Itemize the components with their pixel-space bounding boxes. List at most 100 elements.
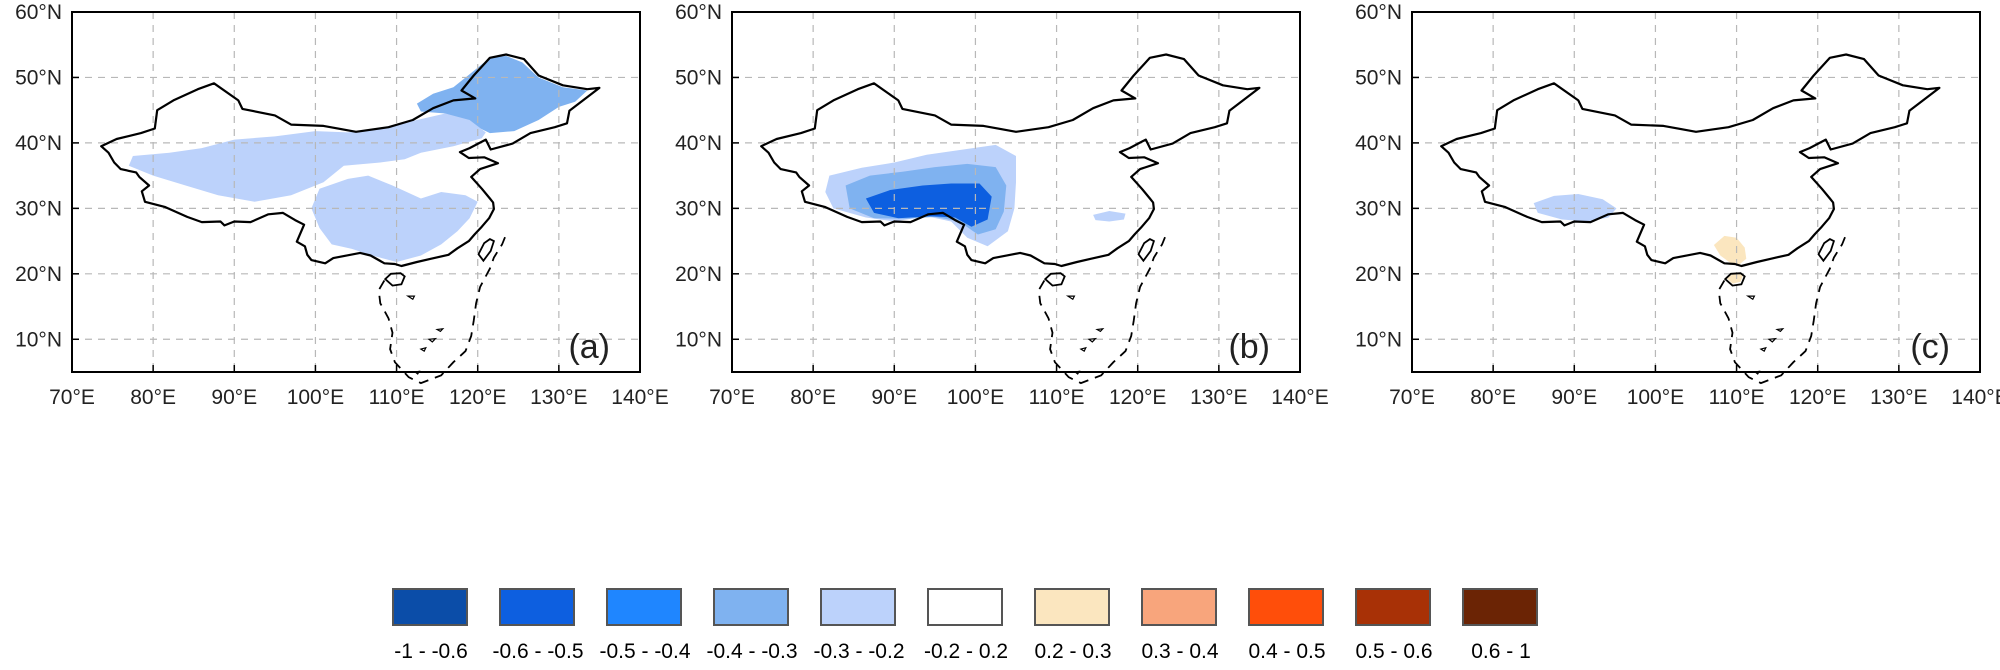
- legend-item: -0.4 - -0.3: [701, 588, 825, 668]
- legend-item: 0.6 - 1: [1450, 588, 1574, 668]
- plot-area: [1412, 12, 1980, 372]
- legend-item: -0.3 - -0.2: [808, 588, 932, 668]
- island-outline: [427, 337, 438, 343]
- legend-swatch: [820, 588, 896, 626]
- x-tick-label: 70°E: [709, 386, 755, 409]
- y-tick-label: 60°N: [1355, 1, 1402, 24]
- map-svg: 70°E 80°E 90°E 100°E 110°E 120°E 130°E 140°E 10°…: [675, 1, 1329, 409]
- x-tick-label: 110°E: [1029, 386, 1085, 409]
- anomaly-region: [311, 175, 478, 262]
- anomaly-region: [1713, 235, 1747, 265]
- x-tick-label: 130°E: [1190, 386, 1247, 409]
- taiwan-outline: [477, 238, 495, 263]
- map-svg: 70°E 80°E 90°E 100°E 110°E 120°E 130°E 140°E 10°…: [15, 1, 669, 409]
- x-tick-label: 70°E: [49, 386, 95, 409]
- island-outline: [1759, 346, 1767, 352]
- x-tick-label: 130°E: [530, 386, 587, 409]
- island-outline: [435, 328, 445, 333]
- y-tick-label: 20°N: [1355, 263, 1402, 286]
- y-tick-label: 40°N: [675, 132, 722, 155]
- legend-label: -0.3 - -0.2: [813, 640, 905, 663]
- y-tick-label: 30°N: [675, 197, 722, 220]
- plot-frame: [1411, 11, 1981, 373]
- hainan-outline: [1043, 272, 1066, 287]
- legend-swatch: [1355, 588, 1431, 626]
- x-tick-label: 70°E: [1389, 386, 1435, 409]
- legend-swatch: [1248, 588, 1324, 626]
- y-tick-label: 40°N: [1355, 132, 1402, 155]
- x-tick-label: 90°E: [871, 386, 917, 409]
- x-tick-label: 80°E: [1470, 386, 1516, 409]
- legend-item: 0.2 - 0.3: [1022, 588, 1146, 668]
- x-tick-label: 140°E: [1951, 386, 2000, 409]
- x-tick-label: 90°E: [211, 386, 257, 409]
- legend-item: -0.5 - -0.4: [594, 588, 718, 668]
- legend-swatch: [927, 588, 1003, 626]
- map-panel-c: 70°E 80°E 90°E 100°E 110°E 120°E 130°E 140°E 10°…: [1340, 0, 2000, 540]
- china-border: [100, 53, 601, 268]
- legend-item: -1 - -0.6: [380, 588, 504, 668]
- island-outline: [1775, 328, 1785, 333]
- legend-item: 0.5 - 0.6: [1343, 588, 1467, 668]
- anomaly-region: [865, 183, 992, 227]
- plot-frame: [71, 11, 641, 373]
- legend-item: 0.4 - 0.5: [1236, 588, 1360, 668]
- x-tick-label: 130°E: [1870, 386, 1927, 409]
- y-tick-label: 50°N: [15, 66, 62, 89]
- legend-swatch: [1141, 588, 1217, 626]
- legend-label: 0.6 - 1: [1471, 640, 1531, 663]
- legend-swatch: [606, 588, 682, 626]
- maritime-boundary: [1037, 234, 1167, 385]
- x-tick-label: 80°E: [790, 386, 836, 409]
- plot-area: [732, 12, 1300, 372]
- china-border: [760, 53, 1261, 268]
- legend-label: -0.2 - 0.2: [923, 640, 1009, 663]
- x-tick-label: 110°E: [369, 386, 425, 409]
- x-tick-label: 80°E: [130, 386, 176, 409]
- y-tick-label: 20°N: [675, 263, 722, 286]
- y-tick-label: 50°N: [1355, 66, 1402, 89]
- taiwan-outline: [1137, 238, 1155, 263]
- anomaly-region: [1093, 211, 1126, 222]
- x-tick-label: 90°E: [1551, 386, 1597, 409]
- y-tick-label: 10°N: [15, 328, 62, 351]
- x-tick-label: 100°E: [947, 386, 1004, 409]
- y-tick-label: 40°N: [15, 132, 62, 155]
- legend-swatch: [713, 588, 789, 626]
- island-outline: [1767, 337, 1778, 343]
- y-tick-label: 30°N: [15, 197, 62, 220]
- taiwan-outline: [1817, 238, 1835, 263]
- y-tick-label: 60°N: [15, 1, 62, 24]
- y-tick-label: 10°N: [675, 328, 722, 351]
- legend-swatch: [392, 588, 468, 626]
- legend-swatch: [499, 588, 575, 626]
- y-tick-label: 50°N: [675, 66, 722, 89]
- island-outline: [405, 295, 416, 301]
- island-outline: [1079, 346, 1087, 352]
- legend-label: -0.6 - -0.5: [492, 640, 584, 663]
- anomaly-region: [416, 55, 588, 134]
- legend-label: 0.4 - 0.5: [1248, 640, 1326, 663]
- island-outline: [1745, 295, 1756, 301]
- hainan-outline: [383, 272, 406, 287]
- legend-item: 0.3 - 0.4: [1129, 588, 1253, 668]
- y-tick-label: 10°N: [1355, 328, 1402, 351]
- legend-label: 0.5 - 0.6: [1355, 640, 1433, 663]
- x-tick-label: 140°E: [1271, 386, 1328, 409]
- maritime-boundary: [1717, 234, 1847, 385]
- map-panel-a: 70°E 80°E 90°E 100°E 110°E 120°E 130°E 140°E 10°…: [0, 0, 669, 540]
- island-outline: [1095, 328, 1105, 333]
- map-svg: 70°E 80°E 90°E 100°E 110°E 120°E 130°E 140°E 10°…: [1355, 1, 2000, 409]
- maritime-boundary: [377, 234, 507, 385]
- panel-label: (c): [1910, 328, 1950, 366]
- china-border: [1440, 53, 1941, 268]
- legend-label: -0.5 - -0.4: [599, 640, 691, 663]
- legend-label: -0.4 - -0.3: [706, 640, 798, 663]
- x-tick-label: 140°E: [611, 386, 668, 409]
- legend-item: -0.2 - 0.2: [915, 588, 1039, 668]
- y-tick-label: 20°N: [15, 263, 62, 286]
- anomaly-region: [1533, 194, 1617, 222]
- x-tick-label: 100°E: [287, 386, 344, 409]
- y-tick-label: 60°N: [675, 1, 722, 24]
- y-tick-label: 30°N: [1355, 197, 1402, 220]
